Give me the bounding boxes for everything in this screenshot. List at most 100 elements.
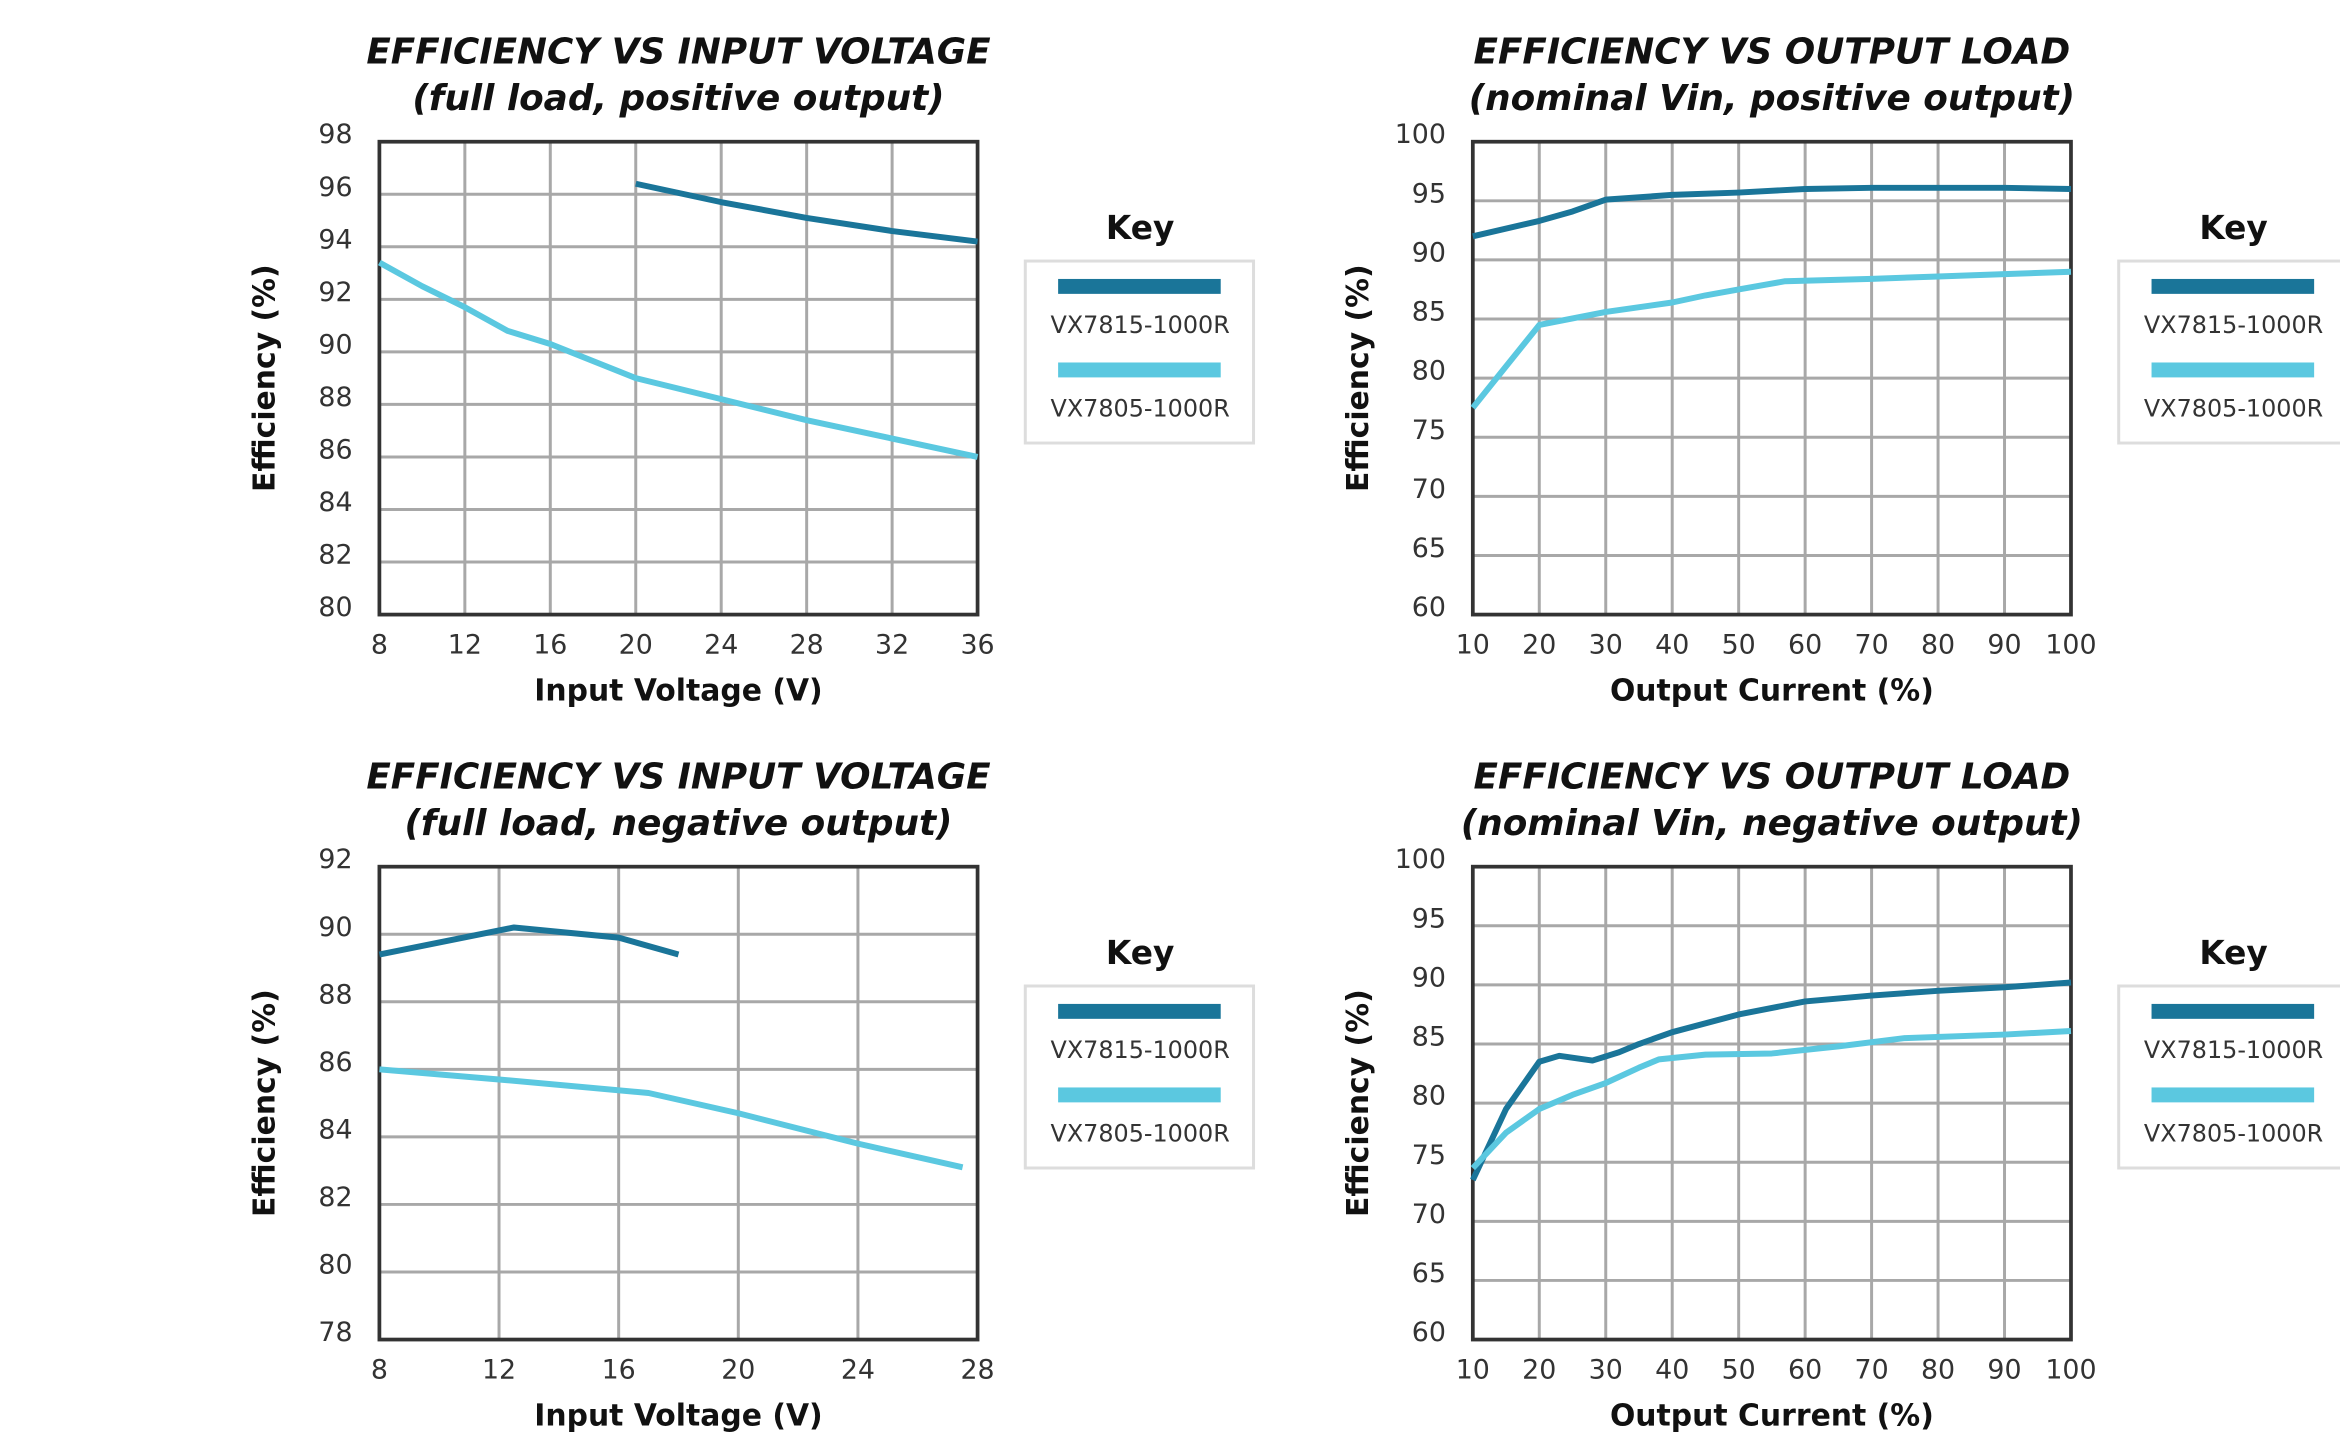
y-tick-label: 90: [318, 329, 352, 360]
x-tick-label: 8: [371, 1354, 388, 1385]
x-axis-label: Input Voltage (V): [534, 674, 822, 709]
chart-subtitle: (nominal Vin, positive output): [1469, 78, 2075, 119]
x-tick-label: 50: [1722, 629, 1756, 660]
x-tick-label: 12: [448, 629, 482, 660]
legend-title: Key: [1106, 209, 1174, 247]
x-tick-label: 28: [960, 1354, 994, 1385]
y-tick-label: 92: [318, 844, 352, 875]
y-tick-label: 82: [318, 1182, 352, 1213]
y-tick-label: 60: [1412, 1317, 1446, 1348]
legend-label: VX7805-1000R: [2144, 395, 2323, 423]
y-tick-label: 80: [1412, 356, 1446, 387]
y-tick-label: 84: [318, 1114, 352, 1145]
legend-swatch: [1058, 278, 1221, 294]
legend-title: Key: [2199, 209, 2267, 247]
x-tick-label: 100: [2045, 629, 2096, 660]
x-tick-label: 24: [841, 1354, 875, 1385]
y-axis-label: Efficiency (%): [1341, 264, 1376, 492]
y-axis-label: Efficiency (%): [248, 989, 283, 1217]
x-tick-label: 28: [790, 629, 824, 660]
y-tick-label: 65: [1412, 533, 1446, 564]
y-tick-label: 85: [1412, 1022, 1446, 1053]
y-tick-label: 90: [1412, 962, 1446, 993]
legend-label: VX7815-1000R: [1051, 1036, 1230, 1064]
y-tick-label: 86: [318, 1047, 352, 1078]
legend-title: Key: [2199, 934, 2267, 972]
x-tick-label: 24: [704, 629, 738, 660]
y-tick-label: 70: [1412, 1199, 1446, 1230]
y-tick-label: 80: [1412, 1081, 1446, 1112]
x-tick-label: 10: [1456, 1354, 1490, 1385]
plot-frame: [1470, 864, 2073, 1342]
x-tick-label: 20: [619, 629, 653, 660]
y-tick-label: 94: [318, 224, 352, 255]
y-tick-label: 60: [1412, 592, 1446, 623]
chart: EFFICIENCY VS INPUT VOLTAGE (full load, p…: [248, 32, 1256, 709]
series-line: [1470, 979, 2072, 1182]
chart: EFFICIENCY VS INPUT VOLTAGE (full load, n…: [248, 757, 1256, 1434]
legend-swatch: [2151, 278, 2315, 294]
x-tick-label: 30: [1589, 1354, 1623, 1385]
x-tick-label: 36: [960, 629, 994, 660]
legend-swatch: [2151, 362, 2315, 378]
y-tick-label: 82: [318, 540, 352, 571]
legend-label: VX7805-1000R: [1051, 1120, 1230, 1148]
y-tick-label: 95: [1412, 178, 1446, 209]
y-tick-label: 96: [318, 172, 352, 203]
series-line: [1470, 1028, 2072, 1171]
y-axis-label: Efficiency (%): [1341, 989, 1376, 1217]
x-tick-label: 90: [1987, 1354, 2021, 1385]
x-tick-label: 60: [1788, 629, 1822, 660]
x-axis-label: Input Voltage (V): [534, 1399, 822, 1434]
y-tick-label: 88: [318, 979, 352, 1010]
y-tick-label: 95: [1412, 903, 1446, 934]
legend-swatch: [1058, 1087, 1221, 1103]
series-line: [1472, 184, 2072, 240]
y-tick-label: 70: [1412, 474, 1446, 505]
x-tick-label: 60: [1788, 1354, 1822, 1385]
y-tick-label: 92: [318, 277, 352, 308]
y-tick-label: 100: [1395, 844, 1446, 875]
x-tick-label: 12: [482, 1354, 516, 1385]
legend-label: VX7815-1000R: [1051, 311, 1230, 339]
x-tick-label: 70: [1855, 629, 1889, 660]
y-tick-label: 75: [1412, 1140, 1446, 1171]
y-tick-label: 90: [318, 912, 352, 943]
x-tick-label: 40: [1655, 629, 1689, 660]
y-axis-label: Efficiency (%): [248, 264, 283, 492]
legend-swatch: [2151, 1003, 2315, 1019]
y-tick-label: 88: [318, 382, 352, 413]
x-tick-label: 100: [2045, 1354, 2096, 1385]
x-tick-label: 10: [1456, 629, 1490, 660]
x-tick-label: 16: [533, 629, 567, 660]
chart-title: EFFICIENCY VS OUTPUT LOAD: [1474, 757, 2071, 798]
y-tick-label: 86: [318, 434, 352, 465]
legend-label: VX7805-1000R: [2144, 1120, 2323, 1148]
legend-label: VX7805-1000R: [1051, 395, 1230, 423]
x-tick-label: 32: [875, 629, 909, 660]
y-tick-label: 65: [1412, 1258, 1446, 1289]
x-tick-label: 70: [1855, 1354, 1889, 1385]
y-tick-label: 98: [318, 119, 352, 150]
y-tick-label: 80: [318, 1250, 352, 1281]
x-tick-label: 20: [1522, 1354, 1556, 1385]
legend-title: Key: [1106, 934, 1174, 972]
y-tick-label: 84: [318, 487, 352, 518]
x-axis-label: Output Current (%): [1610, 1399, 1934, 1434]
y-tick-label: 90: [1412, 237, 1446, 268]
chart-title: EFFICIENCY VS OUTPUT LOAD: [1474, 32, 2071, 73]
series-line: [379, 1066, 964, 1171]
x-tick-label: 8: [371, 629, 388, 660]
legend-label: VX7815-1000R: [2144, 311, 2323, 339]
x-tick-label: 80: [1921, 629, 1955, 660]
x-tick-label: 20: [1522, 629, 1556, 660]
y-tick-label: 85: [1412, 297, 1446, 328]
series-line: [377, 259, 979, 460]
x-tick-label: 30: [1589, 629, 1623, 660]
chart: EFFICIENCY VS OUTPUT LOAD (nominal Vin, n…: [1341, 757, 2340, 1434]
plot-frame: [377, 864, 980, 1342]
x-tick-label: 40: [1655, 1354, 1689, 1385]
legend-swatch: [1058, 1003, 1221, 1019]
